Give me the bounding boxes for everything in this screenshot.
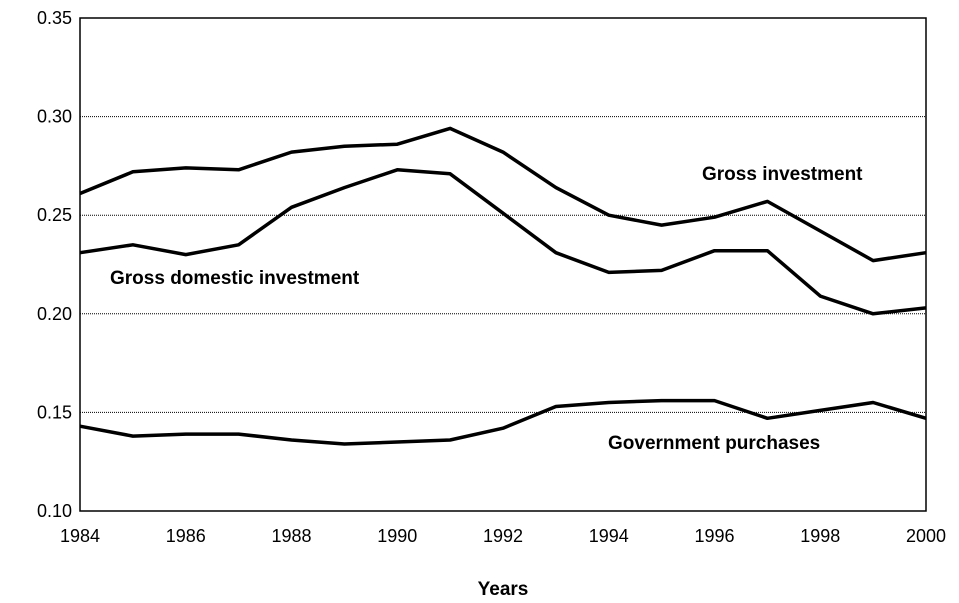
series-line-2	[79, 398, 927, 446]
x-tick-label-1: 1986	[166, 526, 206, 546]
y-tick-label-5: 0.35	[37, 8, 72, 28]
series-line-1	[79, 168, 927, 316]
x-axis-tick-labels: 1984 1986 1988 1990 1992 1994 1996 1998 2000	[60, 526, 946, 546]
x-tick-label-3: 1990	[377, 526, 417, 546]
series-lines	[79, 126, 927, 446]
y-axis-tick-labels: 0.10 0.15 0.20 0.25 0.30 0.35	[37, 8, 72, 521]
x-tick-label-0: 1984	[60, 526, 100, 546]
x-tick-label-5: 1994	[589, 526, 629, 546]
x-tick-label-2: 1988	[271, 526, 311, 546]
x-tick-label-4: 1992	[483, 526, 523, 546]
x-tick-label-6: 1996	[694, 526, 734, 546]
plot-frame	[79, 17, 927, 512]
series-line-0	[79, 126, 927, 263]
gridlines	[80, 116, 926, 413]
label-gross-domestic-investment: Gross domestic investment	[110, 268, 360, 289]
y-tick-label-4: 0.30	[37, 107, 72, 127]
x-tick-label-8: 2000	[906, 526, 946, 546]
label-gross-investment: Gross investment	[702, 164, 863, 185]
x-tick-label-7: 1998	[800, 526, 840, 546]
x-axis-title: Years	[478, 579, 529, 600]
y-tick-label-1: 0.15	[37, 402, 72, 422]
y-tick-label-2: 0.20	[37, 304, 72, 324]
label-government-purchases: Government purchases	[608, 433, 820, 454]
y-tick-label-0: 0.10	[37, 501, 72, 521]
y-tick-label-3: 0.25	[37, 205, 72, 225]
